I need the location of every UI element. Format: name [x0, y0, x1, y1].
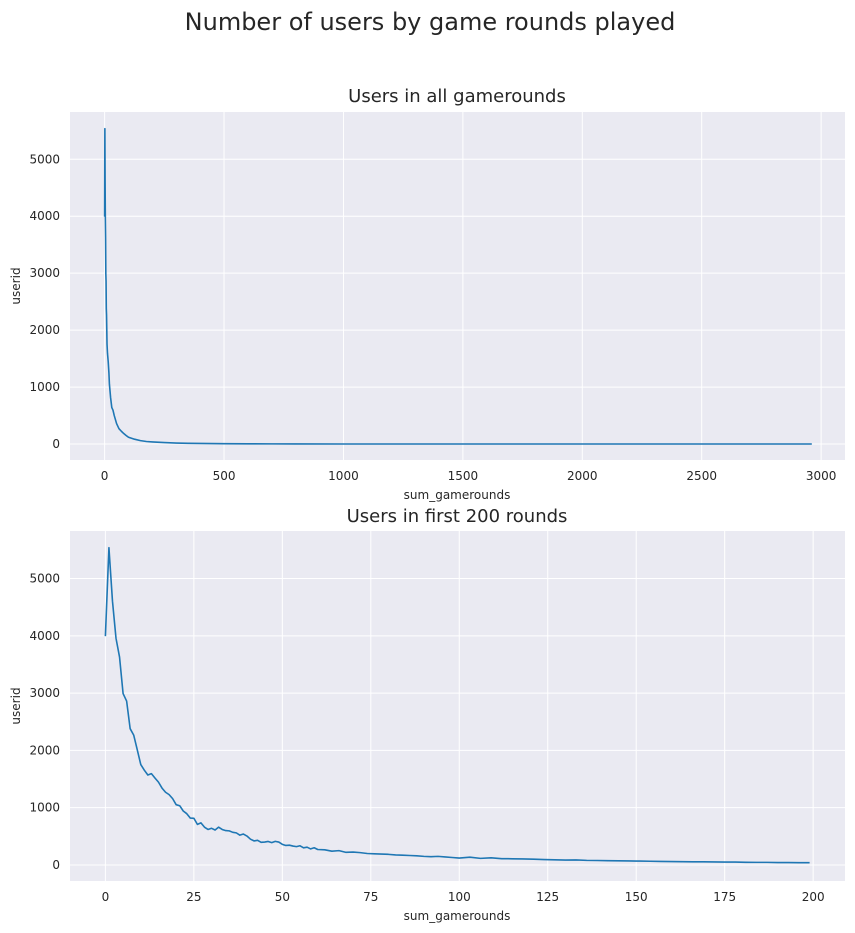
- y-tick-label: 0: [52, 437, 60, 451]
- x-axis-label: sum_gamerounds: [404, 488, 511, 502]
- x-tick-label: 1000: [328, 469, 359, 483]
- y-tick-label: 0: [52, 858, 60, 872]
- plot-area: [70, 531, 845, 881]
- y-axis-label: userid: [9, 267, 23, 304]
- x-tick-label: 150: [625, 890, 648, 904]
- x-tick-label: 2000: [567, 469, 598, 483]
- y-tick-label: 2000: [29, 743, 60, 757]
- chart-title: Users in all gamerounds: [348, 86, 566, 107]
- x-tick-label: 0: [102, 890, 110, 904]
- y-tick-label: 2000: [29, 323, 60, 337]
- chart-title: Users in first 200 rounds: [347, 506, 568, 527]
- y-tick-label: 5000: [29, 152, 60, 166]
- y-tick-label: 3000: [29, 686, 60, 700]
- grid-layer: [70, 531, 845, 881]
- tick-layer: 0 500 1000 1500 2000 2500 3000 0 1000 2000 3000 400…: [29, 152, 836, 483]
- x-tick-label: 0: [101, 469, 109, 483]
- x-tick-label: 75: [363, 890, 378, 904]
- grid-layer: [70, 112, 845, 460]
- plot-area: [70, 112, 845, 460]
- y-tick-label: 3000: [29, 266, 60, 280]
- y-tick-label: 1000: [29, 380, 60, 394]
- x-tick-label: 125: [536, 890, 559, 904]
- x-tick-label: 100: [448, 890, 471, 904]
- x-axis-label: sum_gamerounds: [404, 909, 511, 923]
- y-tick-label: 4000: [29, 209, 60, 223]
- series-line: [104, 546, 810, 864]
- y-tick-label: 1000: [29, 801, 60, 815]
- x-tick-label: 2500: [686, 469, 717, 483]
- chart-users-all-gamerounds: Users in all gamerounds 0 500 1000 1500 2000…: [9, 86, 845, 502]
- x-tick-label: 175: [713, 890, 736, 904]
- x-tick-label: 500: [213, 469, 236, 483]
- y-tick-label: 5000: [29, 572, 60, 586]
- x-tick-label: 200: [802, 890, 825, 904]
- y-tick-label: 4000: [29, 629, 60, 643]
- series-line: [103, 127, 812, 445]
- x-tick-label: 1500: [448, 469, 479, 483]
- x-tick-label: 3000: [806, 469, 837, 483]
- x-tick-label: 50: [275, 890, 290, 904]
- figure-suptitle: Number of users by game rounds played: [185, 8, 676, 36]
- y-axis-label: userid: [9, 687, 23, 724]
- tick-layer: 0 25 50 75 100 125 150 175 200010002000300040005…: [29, 572, 824, 904]
- chart-users-first-200-rounds: Users in first 200 rounds 0 25 50 75 100 125 1…: [9, 506, 845, 923]
- x-tick-label: 25: [186, 890, 201, 904]
